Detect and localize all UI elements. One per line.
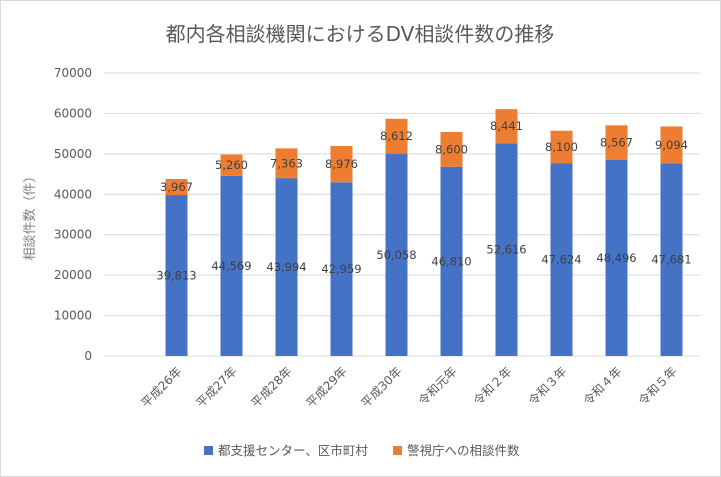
y-tick-label: 40000 — [54, 187, 92, 201]
data-label: 7,363 — [270, 156, 303, 170]
data-label: 8,441 — [490, 119, 523, 133]
bar-police — [275, 148, 298, 179]
data-label: 3,967 — [160, 180, 193, 194]
x-tick-label: 平成26年 — [138, 364, 184, 410]
bar-police — [330, 146, 353, 183]
x-tick-label: 平成30年 — [358, 364, 404, 410]
data-label: 8,100 — [545, 140, 578, 154]
x-tick-label: 令和３年 — [525, 364, 570, 409]
chart-title: 都内各相談機関におけるDV相談件数の推移 — [166, 22, 555, 46]
bar-support-centers — [550, 163, 573, 356]
data-label: 43,994 — [266, 260, 306, 274]
y-tick-label: 30000 — [54, 228, 92, 242]
data-label: 47,624 — [541, 253, 581, 267]
data-label: 52,616 — [486, 243, 526, 257]
y-tick-label: 20000 — [54, 268, 92, 282]
data-label: 8,600 — [435, 142, 468, 156]
bar-police — [550, 130, 573, 164]
y-tick-label: 10000 — [54, 309, 92, 323]
bar-support-centers — [440, 166, 463, 356]
data-label: 5,260 — [215, 158, 248, 172]
x-tick-label: 平成28年 — [248, 364, 294, 410]
data-label: 8,612 — [380, 129, 413, 143]
bar-police — [495, 109, 518, 144]
legend-label-support-centers: 都支援センター、区市町村 — [218, 443, 368, 458]
bar-police — [660, 126, 683, 164]
y-tick-label: 70000 — [54, 66, 92, 80]
bar-support-centers — [495, 143, 518, 356]
y-tick-label: 50000 — [54, 147, 92, 161]
x-tick-label: 令和元年 — [415, 364, 460, 409]
y-axis-ticks: 0 10000 20000 30000 40000 50000 60000 70000 — [54, 66, 92, 363]
x-tick-label: 令和２年 — [470, 364, 515, 409]
legend-label-police: 警視庁への相談件数 — [407, 443, 520, 458]
x-tick-label: 令和５年 — [635, 364, 680, 409]
bar-support-centers — [385, 153, 408, 356]
bar-police — [440, 131, 463, 167]
bar-support-centers — [165, 195, 188, 356]
data-label: 42,959 — [321, 262, 361, 276]
y-axis-label: 相談件数（件） — [22, 169, 38, 260]
data-label: 48,496 — [596, 251, 636, 265]
data-label: 46,810 — [431, 254, 471, 268]
x-tick-label: 平成29年 — [303, 364, 349, 410]
data-label: 9,094 — [655, 138, 688, 152]
legend: 都支援センター、区市町村 警視庁への相談件数 — [204, 443, 520, 458]
bar-support-centers — [330, 182, 353, 356]
legend-swatch-support-centers — [204, 446, 213, 455]
bar-support-centers — [660, 163, 683, 356]
bar-police — [220, 154, 243, 176]
bar-support-centers — [220, 175, 243, 356]
legend-swatch-police — [393, 446, 402, 455]
x-axis-ticks: 平成26年 平成27年 平成28年 平成29年 平成30年 令和元年 令和２年 令和３年 令和４… — [138, 364, 679, 411]
data-label: 39,813 — [156, 269, 196, 283]
bar-police — [385, 118, 408, 154]
data-label: 8,567 — [600, 136, 633, 150]
data-label: 8,976 — [325, 157, 358, 171]
bar-support-centers — [605, 159, 628, 356]
bar-police — [605, 125, 628, 160]
y-tick-label: 0 — [84, 349, 92, 363]
bars: 39,813 3,967 44,569 5,260 43,994 7,363 42,959 8… — [156, 109, 692, 356]
bar-police — [165, 179, 188, 196]
data-label: 44,569 — [211, 259, 251, 273]
x-tick-label: 平成27年 — [193, 364, 239, 410]
x-tick-label: 令和４年 — [580, 364, 625, 409]
y-tick-label: 60000 — [54, 106, 92, 120]
data-label: 50,058 — [376, 248, 416, 262]
data-label: 47,681 — [651, 253, 691, 267]
bar-support-centers — [275, 178, 298, 356]
